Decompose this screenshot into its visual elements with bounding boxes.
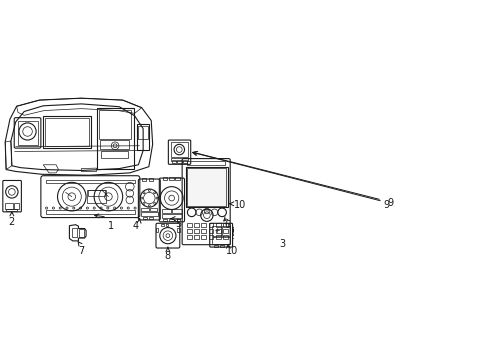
Text: 3: 3 xyxy=(279,239,285,249)
Bar xyxy=(186,161,225,165)
Bar xyxy=(215,235,220,239)
Bar xyxy=(148,178,153,181)
Bar xyxy=(214,245,217,247)
Bar xyxy=(162,214,182,218)
Bar xyxy=(215,223,220,227)
Bar xyxy=(163,177,167,180)
Bar xyxy=(186,235,191,239)
Bar xyxy=(171,161,176,163)
Bar xyxy=(45,118,89,146)
Text: 2: 2 xyxy=(9,217,15,227)
Bar xyxy=(194,223,199,227)
Bar xyxy=(279,226,285,230)
Text: 10: 10 xyxy=(233,200,245,210)
Text: 8: 8 xyxy=(164,251,171,261)
Bar xyxy=(175,219,180,221)
Bar xyxy=(169,219,173,221)
Bar xyxy=(208,235,213,239)
Bar xyxy=(185,167,227,207)
Bar xyxy=(149,208,157,211)
Bar xyxy=(5,203,13,209)
Bar xyxy=(101,150,128,158)
Text: 4: 4 xyxy=(132,221,138,231)
Bar xyxy=(79,229,83,237)
Bar xyxy=(187,168,226,206)
Bar xyxy=(96,108,133,168)
Text: 7: 7 xyxy=(78,246,84,256)
Bar xyxy=(260,226,265,230)
Bar xyxy=(175,177,180,180)
Bar xyxy=(88,190,105,196)
Bar xyxy=(156,228,158,232)
Bar xyxy=(223,229,227,233)
Bar xyxy=(161,224,164,226)
Bar xyxy=(142,178,146,181)
Bar xyxy=(45,180,135,183)
Bar xyxy=(208,229,213,233)
Bar xyxy=(148,217,153,220)
Bar xyxy=(201,229,206,233)
Bar xyxy=(250,226,255,230)
Bar xyxy=(212,226,221,236)
Bar xyxy=(137,124,149,150)
Bar xyxy=(169,177,173,180)
Bar xyxy=(215,229,220,233)
Bar xyxy=(201,235,206,239)
Bar xyxy=(100,140,129,149)
Bar xyxy=(99,110,131,139)
Bar xyxy=(18,121,38,145)
Bar xyxy=(186,223,191,227)
Text: 9: 9 xyxy=(387,198,393,208)
Bar xyxy=(14,203,19,209)
Bar xyxy=(219,245,223,247)
Bar xyxy=(43,116,91,148)
Bar xyxy=(141,208,148,211)
Bar xyxy=(162,210,171,213)
Bar xyxy=(45,211,135,214)
Text: 10: 10 xyxy=(225,246,237,256)
Bar xyxy=(182,161,186,163)
Bar xyxy=(260,232,265,237)
Bar xyxy=(6,209,17,211)
Bar xyxy=(269,226,275,230)
Bar xyxy=(138,126,147,139)
Bar xyxy=(269,232,275,237)
Bar xyxy=(194,229,199,233)
Bar xyxy=(170,158,188,161)
Bar xyxy=(240,226,245,230)
Text: 5: 5 xyxy=(175,220,181,229)
Text: 6: 6 xyxy=(224,220,230,230)
Bar xyxy=(186,229,191,233)
Bar xyxy=(212,237,230,244)
Bar xyxy=(172,210,182,213)
Bar xyxy=(177,161,182,163)
Bar xyxy=(72,228,77,237)
Bar xyxy=(163,219,167,221)
Text: 9: 9 xyxy=(383,200,389,210)
Bar xyxy=(279,232,285,237)
Bar xyxy=(194,235,199,239)
Bar xyxy=(208,223,213,227)
Bar xyxy=(231,235,234,238)
Bar xyxy=(250,232,255,237)
Bar xyxy=(142,217,147,220)
Bar xyxy=(223,235,227,239)
Text: 1: 1 xyxy=(107,221,114,231)
Bar xyxy=(141,212,158,216)
Bar xyxy=(177,228,180,232)
Bar xyxy=(87,189,106,203)
Bar xyxy=(240,232,245,237)
Bar xyxy=(223,223,227,227)
Bar xyxy=(231,226,234,229)
Bar xyxy=(170,143,188,157)
Bar xyxy=(201,223,206,227)
Bar xyxy=(222,226,230,236)
Bar xyxy=(165,224,168,226)
Bar xyxy=(231,231,234,234)
